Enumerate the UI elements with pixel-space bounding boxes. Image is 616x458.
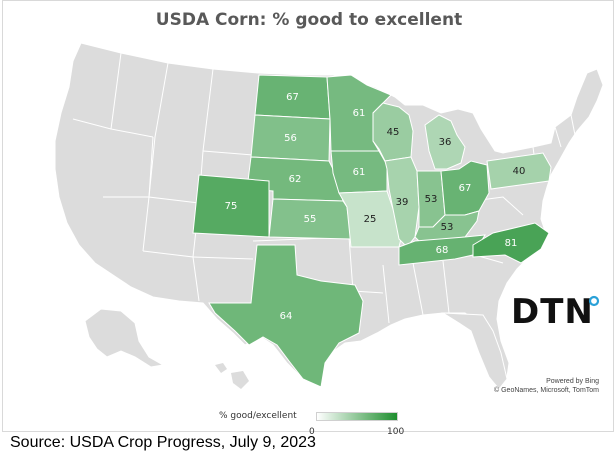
state-label-tn: 68: [436, 245, 449, 256]
alaska-land: [84, 308, 165, 368]
state-nc: [472, 222, 550, 264]
dtn-logo: DTN: [511, 291, 603, 333]
state-label-co: 75: [225, 201, 238, 212]
state-label-ks: 55: [304, 214, 317, 225]
state-border: [554, 126, 562, 148]
state-border: [412, 262, 424, 316]
legend-title: % good/excellent: [219, 411, 297, 421]
state-border: [570, 114, 576, 136]
logo-dot-ring: [588, 295, 600, 307]
state-border: [202, 150, 254, 156]
state-pa: [486, 152, 552, 190]
florida-land: [441, 312, 508, 390]
state-label-tx: 64: [280, 311, 293, 322]
map-title: USDA Corn: % good to excellent: [155, 10, 463, 30]
state-label-mi: 36: [439, 137, 452, 148]
state-label-ia: 61: [353, 167, 366, 178]
state-label-il: 39: [396, 197, 409, 208]
hawaii-land: [231, 371, 249, 389]
legend-min-label: 0: [309, 427, 315, 437]
state-border: [72, 118, 112, 130]
state-label-in: 53: [425, 194, 438, 205]
state-label-nd: 67: [286, 92, 299, 103]
dtn-logo-text: DTN: [511, 292, 594, 332]
credit-data-sources: © GeoNames, Microsoft, TomTom: [494, 387, 599, 394]
legend-gradient-bar: [316, 412, 398, 421]
map-credit: Powered by Bing © GeoNames, Microsoft, T…: [494, 377, 599, 395]
state-border: [148, 62, 200, 204]
state-label-mo: 25: [364, 214, 377, 225]
state-wi: [372, 102, 414, 162]
map-chart-frame: USDA Corn: % good to excellent: [2, 0, 614, 437]
state-label-pa: 40: [513, 166, 526, 177]
state-mo: [338, 190, 402, 248]
state-value-labels: 67 61 56 45 36 62 61 40 75 39 53 67 55 25 53 68 81 64: [225, 92, 526, 322]
state-border: [442, 260, 450, 314]
state-label-ky: 53: [441, 222, 454, 233]
data-states: [192, 74, 552, 388]
state-label-mn: 61: [353, 108, 366, 119]
dtn-logo-dot: [588, 295, 600, 307]
hawaii-land: [215, 363, 227, 373]
state-label-wi: 45: [387, 127, 400, 138]
credit-powered-by: Powered by Bing: [546, 378, 599, 385]
state-label-nc: 81: [505, 238, 518, 249]
state-border: [192, 256, 254, 260]
state-co: [192, 174, 270, 238]
state-mi: [424, 114, 466, 170]
state-border: [252, 236, 384, 294]
legend-max-label: 100: [387, 427, 405, 437]
state-tx: [208, 244, 364, 388]
us-map: 67 61 56 45 36 62 61 40 75 39 53 67 55 25 53 68 81 64: [54, 42, 604, 390]
state-label-sd: 56: [284, 133, 297, 144]
state-label-ne: 62: [289, 174, 302, 185]
state-label-oh: 67: [459, 183, 472, 194]
state-border: [382, 264, 390, 324]
source-caption: Source: USDA Crop Progress, July 9, 2023: [10, 434, 316, 451]
